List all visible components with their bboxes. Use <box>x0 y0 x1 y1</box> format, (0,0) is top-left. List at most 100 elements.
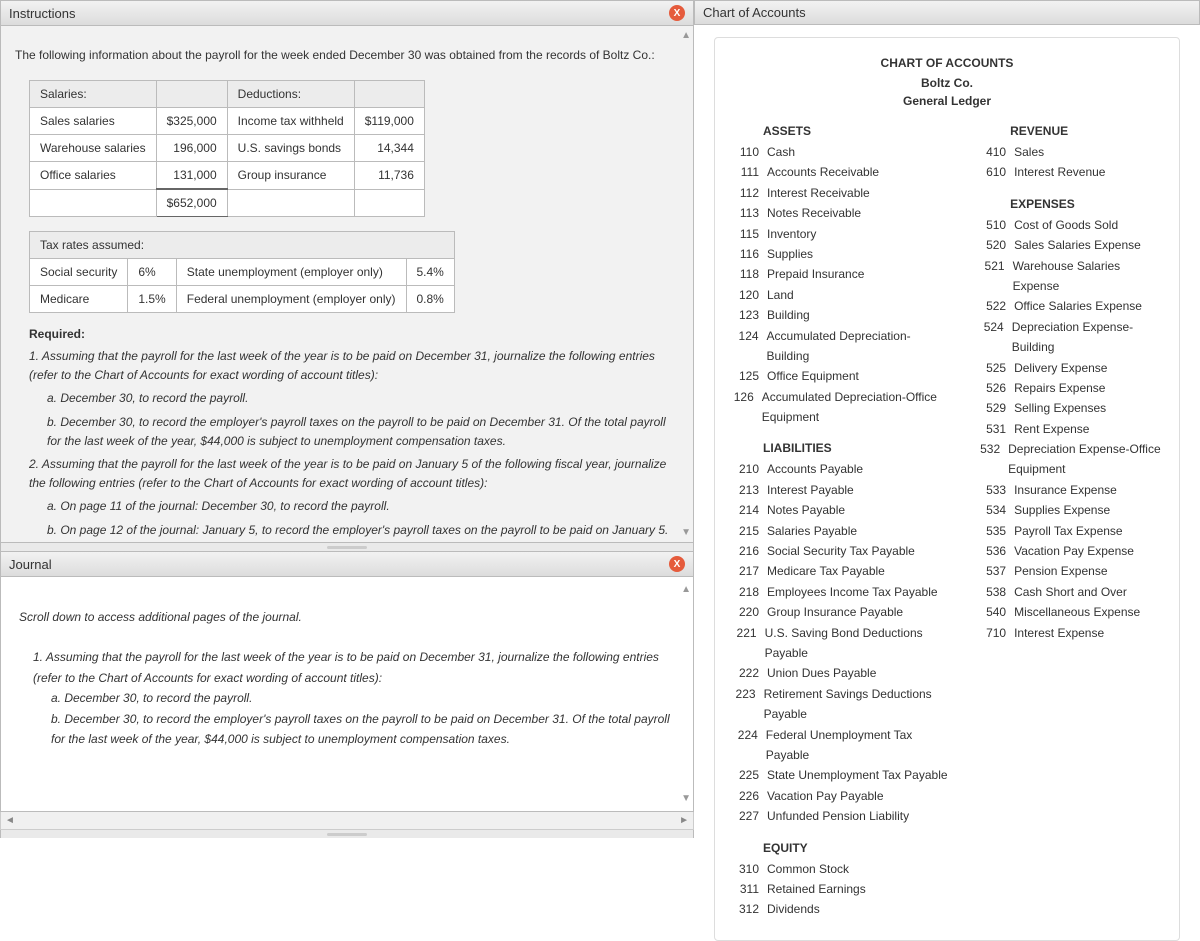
scroll-down-icon[interactable]: ▼ <box>681 790 691 807</box>
account-row: 535Payroll Tax Expense <box>980 521 1161 541</box>
account-name: Pension Expense <box>1014 561 1107 581</box>
account-row: 115Inventory <box>733 224 950 244</box>
resize-handle[interactable] <box>0 830 694 838</box>
th-deductions: Deductions: <box>227 81 354 108</box>
account-num: 110 <box>733 142 759 162</box>
account-name: Vacation Pay Expense <box>1014 541 1134 561</box>
account-row: 110 Cash <box>733 142 950 162</box>
scroll-down-icon[interactable]: ▼ <box>681 527 691 538</box>
account-num: 710 <box>980 623 1006 643</box>
coa-left: ASSETS 110Cash111Accounts Receivable112I… <box>733 118 950 920</box>
cell: 0.8% <box>406 286 454 313</box>
account-num: 125 <box>733 366 759 386</box>
account-name: Unfunded Pension Liability <box>767 806 909 826</box>
account-name: Salaries Payable <box>767 521 857 541</box>
coa-ledger: General Ledger <box>733 94 1161 108</box>
account-num: 510 <box>980 215 1006 235</box>
cell: U.S. savings bonds <box>227 135 354 162</box>
instructions-header: Instructions X <box>0 0 694 26</box>
close-icon[interactable]: X <box>669 5 685 21</box>
account-name: Supplies Expense <box>1014 500 1110 520</box>
coa-company: Boltz Co. <box>733 76 1161 90</box>
journal-note: Scroll down to access additional pages o… <box>19 607 675 627</box>
account-name: Depreciation Expense-Office Equipment <box>1008 439 1161 480</box>
cell: 14,344 <box>354 135 424 162</box>
account-num: 610 <box>980 162 1006 182</box>
cell: $325,000 <box>156 108 227 135</box>
account-name: Selling Expenses <box>1014 398 1106 418</box>
account-num: 124 <box>733 326 759 367</box>
account-num: 220 <box>733 602 759 622</box>
account-name: Dividends <box>767 899 820 919</box>
account-name: Vacation Pay Payable <box>767 786 884 806</box>
account-num: 126 <box>733 387 754 428</box>
account-name: Common Stock <box>767 859 849 879</box>
equity-head: EQUITY <box>763 841 950 855</box>
scroll-right-icon[interactable]: ► <box>679 815 689 826</box>
account-row: 311Retained Earnings <box>733 879 950 899</box>
account-name: Warehouse Salaries Expense <box>1013 256 1161 297</box>
scroll-up-icon[interactable]: ▲ <box>681 581 691 598</box>
account-num: 221 <box>733 623 757 664</box>
account-num: 113 <box>733 203 759 223</box>
account-name: Cost of Goods Sold <box>1014 215 1118 235</box>
account-num: 224 <box>733 725 758 766</box>
intro-text: The following information about the payr… <box>15 48 679 62</box>
account-name: Cash Short and Over <box>1014 582 1127 602</box>
account-name: Federal Unemployment Tax Payable <box>766 725 950 766</box>
account-row: 710 Interest Expense <box>980 623 1161 643</box>
account-num: 225 <box>733 765 759 785</box>
account-name: Cash <box>767 142 795 162</box>
scroll-up-icon[interactable]: ▲ <box>681 30 691 41</box>
account-num: 531 <box>980 419 1006 439</box>
journal-title: Journal <box>9 557 52 572</box>
right-column: Chart of Accounts CHART OF ACCOUNTS Bolt… <box>694 0 1200 838</box>
account-num: 213 <box>733 480 759 500</box>
account-name: Accumulated Depreciation-Office Equipmen… <box>762 387 950 428</box>
account-name: Interest Expense <box>1014 623 1104 643</box>
th-salaries: Salaries: <box>30 81 157 108</box>
account-num: 522 <box>980 296 1006 316</box>
jr1: Assuming that the payroll for the last w… <box>33 650 659 684</box>
account-num: 222 <box>733 663 759 683</box>
account-num: 115 <box>733 224 759 244</box>
account-row: 538 Cash Short and Over <box>980 582 1161 602</box>
account-name: Retirement Savings Deductions Payable <box>764 684 951 725</box>
resize-handle[interactable] <box>0 543 694 551</box>
cell: 6% <box>128 259 176 286</box>
account-num: 520 <box>980 235 1006 255</box>
account-row: 534Supplies Expense <box>980 500 1161 520</box>
account-row: 536 Vacation Pay Expense <box>980 541 1161 561</box>
account-row: 120Land <box>733 285 950 305</box>
account-row: 410Sales <box>980 142 1161 162</box>
account-name: Employees Income Tax Payable <box>767 582 938 602</box>
jr1b: December 30, to record the employer's pa… <box>51 712 670 746</box>
account-num: 118 <box>733 264 759 284</box>
scroll-left-icon[interactable]: ◄ <box>5 815 15 826</box>
account-num: 536 <box>980 541 1006 561</box>
account-num: 218 <box>733 582 759 602</box>
account-name: Prepaid Insurance <box>767 264 864 284</box>
account-num: 538 <box>980 582 1006 602</box>
req2b: On page 12 of the journal: January 5, to… <box>47 523 668 544</box>
tax-header: Tax rates assumed: <box>30 232 455 259</box>
account-num: 526 <box>980 378 1006 398</box>
account-row: 226Vacation Pay Payable <box>733 786 950 806</box>
coa-main: CHART OF ACCOUNTS <box>733 56 1161 70</box>
account-num: 210 <box>733 459 759 479</box>
hscrollbar[interactable]: ◄► <box>0 812 694 830</box>
jr1a: December 30, to record the payroll. <box>64 691 252 705</box>
account-row: 113Notes Receivable <box>733 203 950 223</box>
account-name: Delivery Expense <box>1014 358 1107 378</box>
account-name: Office Salaries Expense <box>1014 296 1142 316</box>
account-row: 116Supplies <box>733 244 950 264</box>
account-name: Interest Payable <box>767 480 854 500</box>
liabilities-head: LIABILITIES <box>763 441 950 455</box>
account-name: Supplies <box>767 244 813 264</box>
account-row: 533Insurance Expense <box>980 480 1161 500</box>
cell: $119,000 <box>354 108 424 135</box>
close-icon[interactable]: X <box>669 556 685 572</box>
account-row: 224 Federal Unemployment Tax Payable <box>733 725 950 766</box>
account-num: 216 <box>733 541 759 561</box>
account-name: Building <box>767 305 810 325</box>
